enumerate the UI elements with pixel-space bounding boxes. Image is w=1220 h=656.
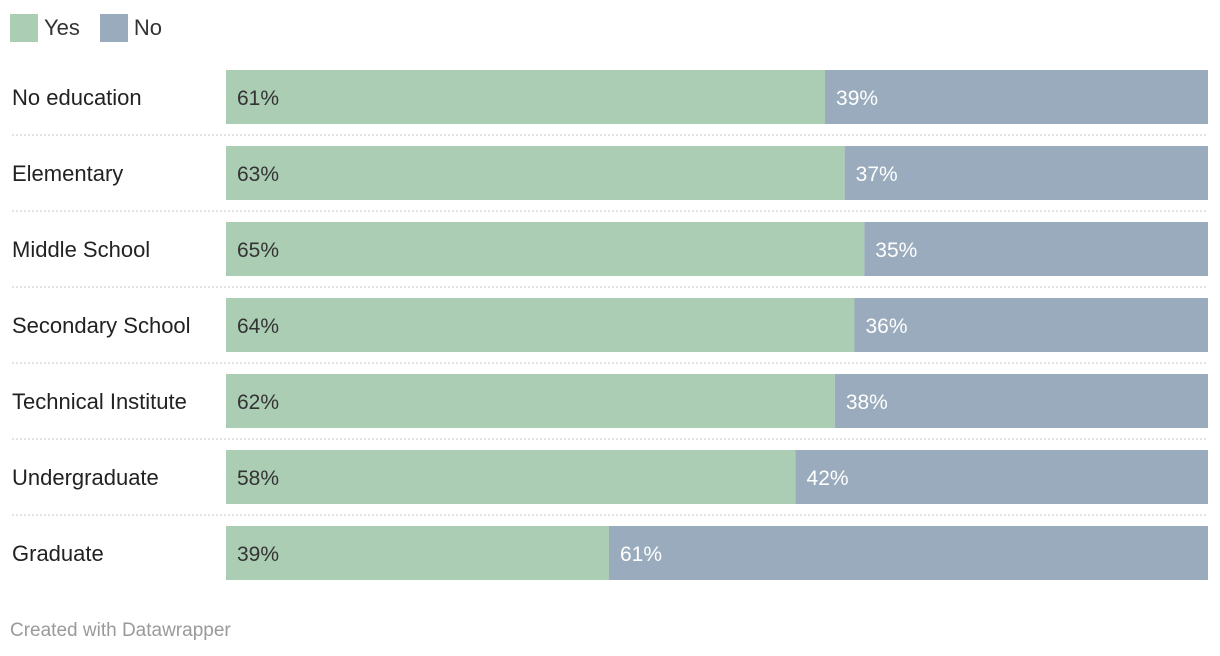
bar-no-no-education — [825, 70, 1208, 124]
footer-credit: Created with Datawrapper — [10, 620, 231, 641]
category-label-undergraduate: Undergraduate — [12, 465, 159, 490]
value-label-no-middle-school: 35% — [875, 239, 917, 262]
value-label-yes-secondary-school: 64% — [237, 315, 279, 338]
value-label-yes-middle-school: 65% — [237, 239, 279, 262]
bar-no-secondary-school — [854, 298, 1208, 352]
value-label-yes-graduate: 39% — [237, 543, 279, 566]
value-label-no-graduate: 61% — [620, 543, 662, 566]
value-label-no-elementary: 37% — [856, 163, 898, 186]
category-label-middle-school: Middle School — [12, 237, 150, 262]
legend-item-no: No — [99, 14, 163, 42]
bar-yes-technical-institute — [226, 374, 835, 428]
category-label-graduate: Graduate — [12, 541, 104, 566]
legend-swatch-yes — [10, 14, 38, 42]
bar-no-middle-school — [864, 222, 1208, 276]
value-label-no-technical-institute: 38% — [846, 391, 888, 414]
bar-yes-graduate — [226, 526, 609, 580]
bar-yes-secondary-school — [226, 298, 855, 352]
legend-swatch-no — [99, 14, 128, 42]
bar-yes-middle-school — [226, 222, 865, 276]
category-label-secondary-school: Secondary School — [12, 313, 191, 338]
stacked-bar-chart: No education 61% 39% Elementary 63% 37% Middle… — [12, 70, 1208, 580]
bar-no-graduate — [608, 526, 1208, 580]
value-label-no-secondary-school: 36% — [865, 315, 907, 338]
category-label-technical-institute: Technical Institute — [12, 389, 187, 414]
bar-no-elementary — [844, 146, 1208, 200]
legend-item-yes: Yes — [10, 14, 80, 42]
bar-no-undergraduate — [795, 450, 1208, 504]
legend-label-no: No — [133, 15, 163, 40]
legend-label-yes: Yes — [44, 15, 80, 40]
category-label-no-education: No education — [12, 85, 142, 110]
value-label-yes-elementary: 63% — [237, 163, 279, 186]
bar-yes-elementary — [226, 146, 845, 200]
value-label-yes-no-education: 61% — [237, 87, 279, 110]
bar-yes-undergraduate — [226, 450, 796, 504]
value-label-no-no-education: 39% — [836, 87, 878, 110]
bar-no-technical-institute — [834, 374, 1208, 428]
chart-legend: Yes No — [10, 14, 182, 42]
value-label-no-undergraduate: 42% — [807, 467, 849, 490]
bar-yes-no-education — [226, 70, 826, 124]
category-label-elementary: Elementary — [12, 161, 123, 186]
value-label-yes-undergraduate: 58% — [237, 467, 279, 490]
value-label-yes-technical-institute: 62% — [237, 391, 279, 414]
